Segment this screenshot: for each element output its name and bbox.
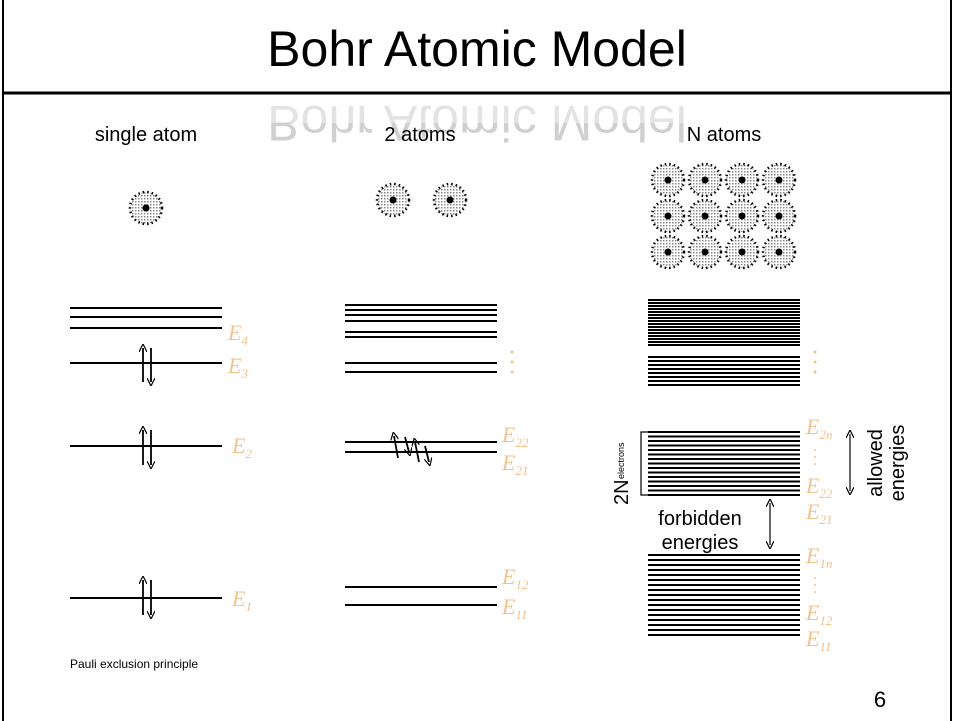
energy-subscript: 21 <box>515 463 528 478</box>
column-label: single atom <box>95 124 197 146</box>
nucleus <box>665 249 672 256</box>
nucleus <box>776 213 783 220</box>
ellipsis-dot <box>814 584 816 586</box>
energy-label: E1 <box>231 586 252 614</box>
energy-label: E4 <box>227 320 248 348</box>
energy-label: E22 <box>501 422 529 450</box>
spin-arrow <box>394 436 398 458</box>
energy-label: E1n <box>805 543 832 571</box>
energy-symbol: E <box>501 422 516 447</box>
nucleus <box>739 213 746 220</box>
ellipsis-dot <box>814 449 816 451</box>
energy-symbol: E <box>805 543 820 568</box>
energy-label: E12 <box>501 564 529 592</box>
nucleus <box>390 197 397 204</box>
band-count-small: electrons <box>616 442 626 479</box>
energy-subscript: 11 <box>819 639 831 654</box>
energy-label: E2 <box>231 433 252 461</box>
energy-symbol: E <box>231 586 246 611</box>
nucleus <box>447 197 454 204</box>
page-number: 6 <box>874 687 886 712</box>
energy-symbol: E <box>805 626 820 651</box>
energy-subscript: 2n <box>819 427 832 442</box>
nucleus <box>665 213 672 220</box>
energy-label: E11 <box>501 594 528 622</box>
ellipsis-dot <box>814 456 816 458</box>
energy-symbol: E <box>501 594 516 619</box>
band-count: 2N <box>611 479 633 505</box>
forbidden-label: energies <box>662 532 739 554</box>
energy-subscript: 21 <box>819 512 832 527</box>
energy-symbol: E <box>501 564 516 589</box>
column-label: 2 atoms <box>384 124 455 146</box>
energy-subscript: 4 <box>241 333 248 348</box>
reflection-fade <box>5 95 949 123</box>
ellipsis-dot <box>511 351 514 354</box>
energy-subscript: 1n <box>819 556 832 571</box>
spin-arrow <box>405 437 409 452</box>
ellipsis-dot <box>814 577 816 579</box>
energy-symbol: E <box>805 499 820 524</box>
nucleus <box>702 213 709 220</box>
forbidden-label: forbidden <box>658 508 741 530</box>
spin-arrow <box>425 446 429 462</box>
bracket <box>641 432 648 495</box>
energy-symbol: E <box>231 433 246 458</box>
energy-subscript: 2 <box>245 446 252 461</box>
ellipsis-dot <box>814 351 817 354</box>
energy-symbol: E <box>805 473 820 498</box>
ellipsis-dot <box>814 591 816 593</box>
note: Pauli exclusion principle <box>70 657 198 671</box>
energy-symbol: E <box>805 414 820 439</box>
energy-subscript: 1 <box>245 599 252 614</box>
title: Bohr Atomic Model <box>267 21 687 77</box>
energy-subscript: 3 <box>240 366 248 381</box>
energy-label: E21 <box>501 450 528 478</box>
nucleus <box>776 177 783 184</box>
energy-subscript: 12 <box>515 577 529 592</box>
nucleus <box>143 205 150 212</box>
energy-label: E12 <box>805 600 833 628</box>
nucleus <box>739 249 746 256</box>
ellipsis-dot <box>511 361 514 364</box>
slide: Bohr Atomic Model Bohr Atomic Model sing… <box>0 0 954 721</box>
nucleus <box>702 177 709 184</box>
energy-symbol: E <box>501 450 516 475</box>
energy-symbol: E <box>805 600 820 625</box>
energy-symbol: E <box>227 320 242 345</box>
column-label: N atoms <box>687 124 761 146</box>
energy-subscript: 12 <box>819 613 833 628</box>
nucleus <box>739 177 746 184</box>
nucleus <box>702 249 709 256</box>
ellipsis-dot <box>814 361 817 364</box>
ellipsis-dot <box>814 463 816 465</box>
energy-label: E3 <box>227 353 248 381</box>
nucleus <box>665 177 672 184</box>
energy-label: E22 <box>805 473 833 501</box>
energy-subscript: 11 <box>515 607 527 622</box>
ellipsis-dot <box>814 371 817 374</box>
energy-label: E11 <box>805 626 832 654</box>
energy-subscript: 22 <box>515 435 529 450</box>
energy-label: E21 <box>805 499 832 527</box>
energy-subscript: 22 <box>819 486 833 501</box>
nucleus <box>776 249 783 256</box>
energy-symbol: E <box>227 353 242 378</box>
allowed-label: energies <box>887 425 909 502</box>
ellipsis-dot <box>511 371 514 374</box>
energy-label: E2n <box>805 414 832 442</box>
allowed-label: allowed <box>865 429 887 497</box>
